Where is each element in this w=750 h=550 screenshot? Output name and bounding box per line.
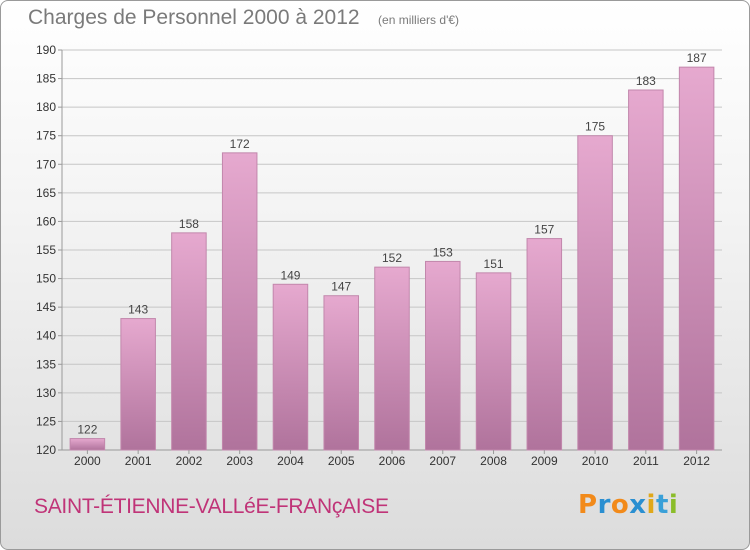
x-tick-label: 2009 bbox=[531, 454, 558, 468]
y-tick-label: 175 bbox=[36, 129, 56, 143]
chart-subtitle: (en milliers d'€) bbox=[378, 13, 460, 27]
bar bbox=[678, 66, 715, 451]
logo-letter: i bbox=[646, 490, 656, 520]
bar bbox=[221, 152, 258, 451]
x-tick-label: 2005 bbox=[328, 454, 355, 468]
data-label: 153 bbox=[433, 245, 453, 259]
title-row: Charges de Personnel 2000 à 2012 (en mil… bbox=[28, 6, 459, 30]
y-tick-label: 130 bbox=[36, 386, 56, 400]
data-label: 149 bbox=[280, 268, 300, 282]
bar bbox=[374, 266, 410, 451]
bar bbox=[323, 295, 359, 451]
bar bbox=[475, 272, 512, 451]
y-tick-label: 150 bbox=[36, 272, 56, 286]
x-tick-label: 2010 bbox=[582, 454, 609, 468]
y-tick-label: 155 bbox=[36, 243, 56, 257]
x-tick-label: 2001 bbox=[125, 454, 152, 468]
logo-letter: o bbox=[610, 490, 630, 520]
x-tick-label: 2008 bbox=[480, 454, 507, 468]
chart-title: Charges de Personnel 2000 à 2012 bbox=[28, 6, 360, 29]
logo-letter: t bbox=[655, 490, 669, 520]
data-label: 157 bbox=[534, 223, 554, 237]
data-label: 172 bbox=[230, 137, 250, 151]
x-tick-label: 2012 bbox=[683, 454, 710, 468]
bar bbox=[526, 238, 563, 451]
data-label: 175 bbox=[585, 120, 605, 134]
x-tick-label: 2002 bbox=[176, 454, 203, 468]
bar bbox=[69, 438, 106, 451]
bar bbox=[425, 260, 461, 451]
y-tick-label: 160 bbox=[36, 214, 56, 228]
x-tick-label: 2006 bbox=[379, 454, 406, 468]
y-tick-label: 125 bbox=[36, 414, 56, 428]
commune-name: SAINT-ÉTIENNE-VALLéE-FRANçAISE bbox=[34, 495, 389, 518]
y-tick-label: 190 bbox=[36, 43, 56, 57]
data-label: 143 bbox=[128, 303, 148, 317]
data-label: 122 bbox=[77, 423, 97, 437]
data-label: 158 bbox=[179, 217, 199, 231]
x-tick-label: 2000 bbox=[74, 454, 101, 468]
y-tick-label: 120 bbox=[36, 443, 56, 457]
data-label: 187 bbox=[687, 51, 707, 65]
y-tick-label: 165 bbox=[36, 186, 56, 200]
x-tick-label: 2007 bbox=[429, 454, 456, 468]
bar bbox=[272, 283, 309, 451]
x-tick-label: 2011 bbox=[633, 454, 659, 468]
logo-letter: r bbox=[597, 490, 611, 520]
data-label: 151 bbox=[484, 257, 504, 271]
x-tick-label: 2003 bbox=[226, 454, 253, 468]
bar bbox=[577, 135, 613, 451]
data-label: 152 bbox=[382, 251, 402, 265]
logo-letter: P bbox=[578, 490, 598, 520]
bar bbox=[120, 318, 156, 451]
data-label: 183 bbox=[636, 74, 656, 88]
y-tick-label: 180 bbox=[36, 100, 56, 114]
data-label: 147 bbox=[331, 280, 351, 294]
y-tick-label: 140 bbox=[36, 329, 56, 343]
proxiti-logo: Proxiti bbox=[578, 490, 678, 520]
y-tick-label: 185 bbox=[36, 72, 56, 86]
logo-letter: x bbox=[629, 490, 647, 520]
y-tick-label: 170 bbox=[36, 157, 56, 171]
bar bbox=[171, 232, 207, 451]
y-tick-label: 135 bbox=[36, 357, 56, 371]
x-tick-label: 2004 bbox=[277, 454, 304, 468]
bar bbox=[628, 89, 664, 451]
y-tick-label: 145 bbox=[36, 300, 56, 314]
logo-letter: i bbox=[668, 490, 679, 520]
